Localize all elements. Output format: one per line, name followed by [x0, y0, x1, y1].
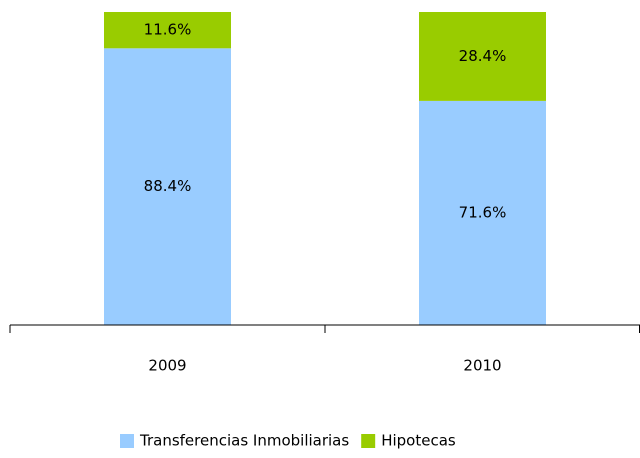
bar-segment: [419, 12, 546, 101]
bar-segment: [104, 12, 231, 49]
legend-label: Hipotecas: [381, 432, 456, 450]
data-label: 11.6%: [144, 21, 192, 39]
data-label: 88.4%: [144, 177, 192, 195]
x-tick-label: 2009: [148, 357, 186, 375]
data-label: 71.6%: [459, 203, 507, 221]
legend-label: Transferencias Inmobiliarias: [139, 432, 349, 450]
legend-swatch: [120, 434, 134, 448]
legend-swatch: [361, 434, 376, 448]
x-tick-label: 2010: [463, 357, 501, 375]
data-label: 28.4%: [459, 47, 507, 65]
bar-segment: [419, 100, 546, 325]
bar-segment: [104, 48, 231, 326]
